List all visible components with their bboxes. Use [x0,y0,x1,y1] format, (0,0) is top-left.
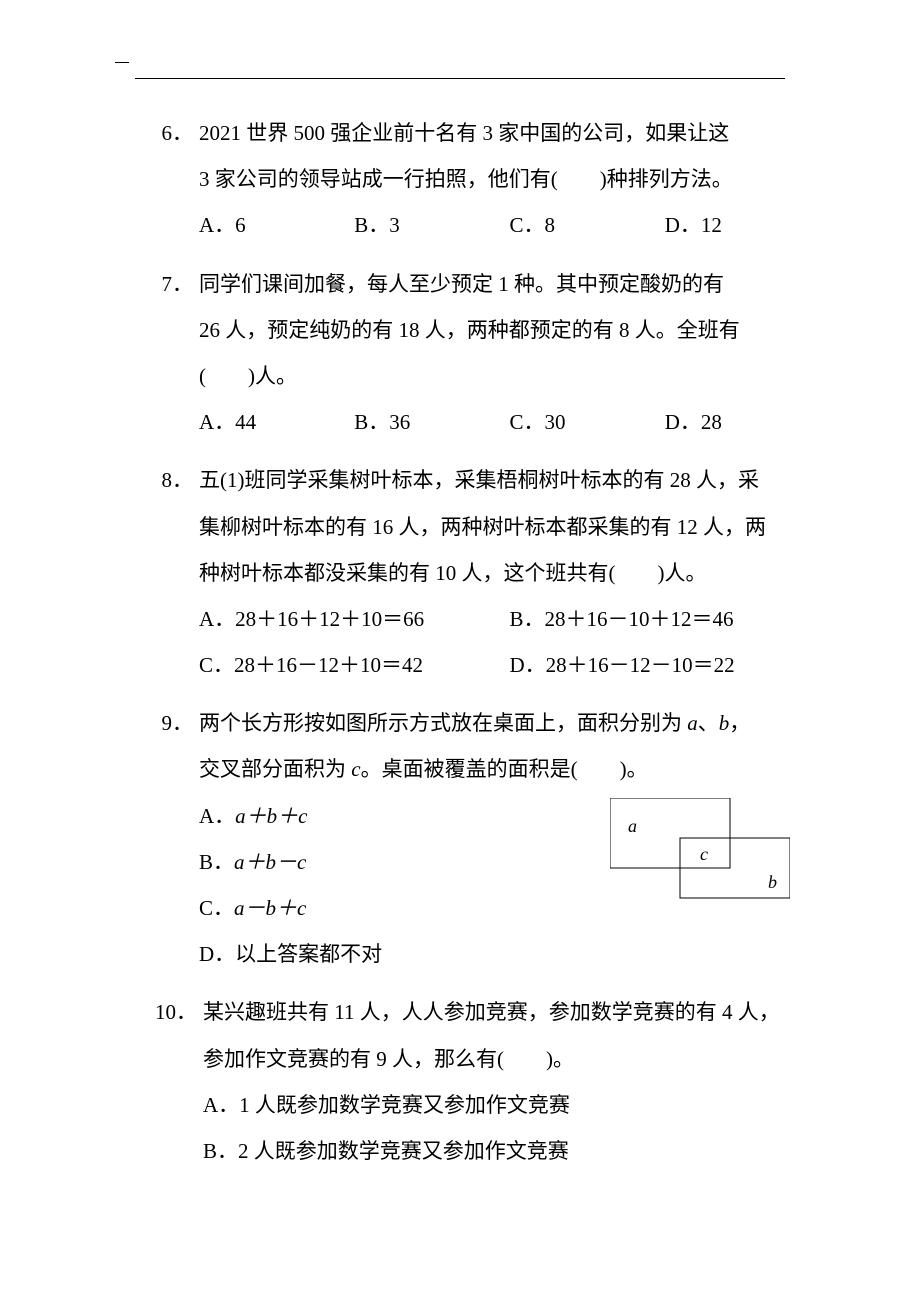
option-b: B．28＋16－10＋12＝46 [510,596,821,642]
option-c: C．8 [510,202,665,248]
header-rule [135,78,785,79]
question-text-line: 五(1)班同学采集树叶标本，采集梧桐树叶标本的有 28 人，采 [199,457,820,503]
question-text-line: 某兴趣班共有 11 人，人人参加竞赛，参加数学竞赛的有 4 人， [203,989,820,1035]
question-number: 7． [155,261,199,307]
option-b: B．36 [354,399,509,445]
options-row: A．28＋16＋12＋10＝66 B．28＋16－10＋12＝46 C．28＋1… [199,596,820,688]
question-8: 8． 五(1)班同学采集树叶标本，采集梧桐树叶标本的有 28 人，采 集柳树叶标… [155,457,820,688]
question-number: 9． [155,700,199,746]
question-text-line: 参加作文竞赛的有 9 人，那么有( )。 [203,1036,820,1082]
option-b: B．3 [354,202,509,248]
question-text-line: ( )人。 [199,353,820,399]
label-b: b [768,872,777,892]
question-10: 10． 某兴趣班共有 11 人，人人参加竞赛，参加数学竞赛的有 4 人， 参加作… [155,989,820,1174]
label-a: a [628,816,637,836]
question-text-line: 3 家公司的领导站成一行拍照，他们有( )种排列方法。 [199,156,820,202]
question-text-line: 2021 世界 500 强企业前十名有 3 家中国的公司，如果让这 [199,110,820,156]
question-text-line: 同学们课间加餐，每人至少预定 1 种。其中预定酸奶的有 [199,261,820,307]
options-row: A．6 B．3 C．8 D．12 [199,202,820,248]
question-number: 8． [155,457,199,503]
question-text-line: 26 人，预定纯奶的有 18 人，两种都预定的有 8 人。全班有 [199,307,820,353]
option-c: C．28＋16－12＋10＝42 [199,642,510,688]
option-d: D．12 [665,202,820,248]
label-c: c [700,844,708,864]
question-7: 7． 同学们课间加餐，每人至少预定 1 种。其中预定酸奶的有 26 人，预定纯奶… [155,261,820,446]
question-number: 6． [155,110,199,156]
option-a: A．6 [199,202,354,248]
question-text-line: 两个长方形按如图所示方式放在桌面上，面积分别为 a、b， [199,700,820,746]
option-a: A．1 人既参加数学竞赛又参加作文竞赛 [203,1082,820,1128]
option-b: B．2 人既参加数学竞赛又参加作文竞赛 [203,1128,820,1174]
question-text-line: 集柳树叶标本的有 16 人，两种树叶标本都采集的有 12 人，两 [199,504,820,550]
corner-tick [115,62,129,63]
option-d: D．以上答案都不对 [199,931,820,977]
overlapping-rectangles-figure: a c b [610,798,790,908]
page-content: 6． 2021 世界 500 强企业前十名有 3 家中国的公司，如果让这 3 家… [0,0,920,1246]
question-number: 10． [155,989,203,1035]
option-d: D．28＋16－12－10＝22 [510,642,821,688]
option-a: A．28＋16＋12＋10＝66 [199,596,510,642]
question-text-line: 交叉部分面积为 c。桌面被覆盖的面积是( )。 [199,746,820,792]
question-9: 9． 两个长方形按如图所示方式放在桌面上，面积分别为 a、b， 交叉部分面积为 … [155,700,820,977]
option-d: D．28 [665,399,820,445]
option-c: C．30 [510,399,665,445]
options-column: A．1 人既参加数学竞赛又参加作文竞赛 B．2 人既参加数学竞赛又参加作文竞赛 [203,1082,820,1174]
options-row: A．44 B．36 C．30 D．28 [199,399,820,445]
question-6: 6． 2021 世界 500 强企业前十名有 3 家中国的公司，如果让这 3 家… [155,110,820,249]
question-text-line: 种树叶标本都没采集的有 10 人，这个班共有( )人。 [199,550,820,596]
option-a: A．44 [199,399,354,445]
